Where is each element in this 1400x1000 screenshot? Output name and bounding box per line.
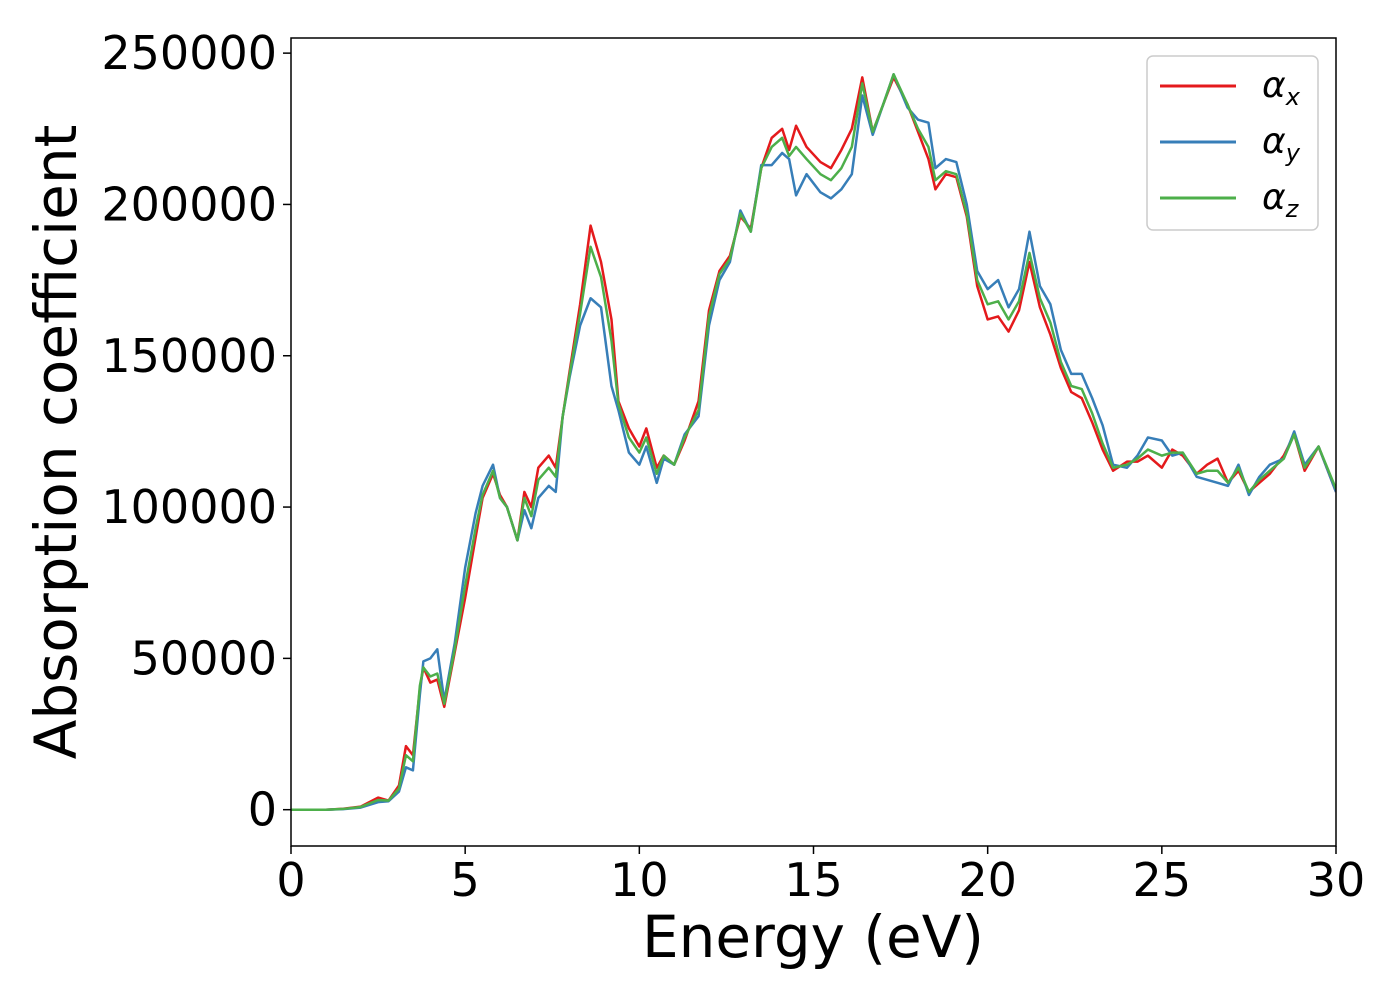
y-axis-title: Absorption coefficient xyxy=(22,125,90,760)
series-line-alpha-z xyxy=(291,73,1336,811)
y-tick-label: 200000 xyxy=(101,177,277,231)
y-tick-label: 100000 xyxy=(101,480,277,534)
series-layer xyxy=(291,73,1336,811)
y-tick-label: 50000 xyxy=(131,631,277,685)
y-tick-label: 150000 xyxy=(101,329,277,383)
x-tick-label: 0 xyxy=(276,853,305,907)
y-tick-label: 250000 xyxy=(101,26,277,80)
y-tick-label: 0 xyxy=(248,783,277,837)
series-line-alpha-y xyxy=(291,73,1336,811)
legend: αx αy αz xyxy=(1146,55,1319,231)
x-tick-label: 25 xyxy=(1133,853,1192,907)
y-axis-ticks: 0 50000 100000 150000 200000 250000 xyxy=(101,26,291,837)
x-tick-label: 15 xyxy=(784,853,843,907)
legend-label: αx xyxy=(1262,65,1301,111)
legend-label: αz xyxy=(1262,177,1300,223)
x-axis-title: Energy (eV) xyxy=(642,903,984,971)
x-tick-label: 10 xyxy=(610,853,669,907)
legend-label: αy xyxy=(1262,121,1301,167)
x-tick-label: 30 xyxy=(1307,853,1366,907)
x-tick-label: 20 xyxy=(958,853,1017,907)
x-axis-ticks: 0 5 10 15 20 25 30 xyxy=(276,846,1365,907)
x-tick-label: 5 xyxy=(451,853,480,907)
